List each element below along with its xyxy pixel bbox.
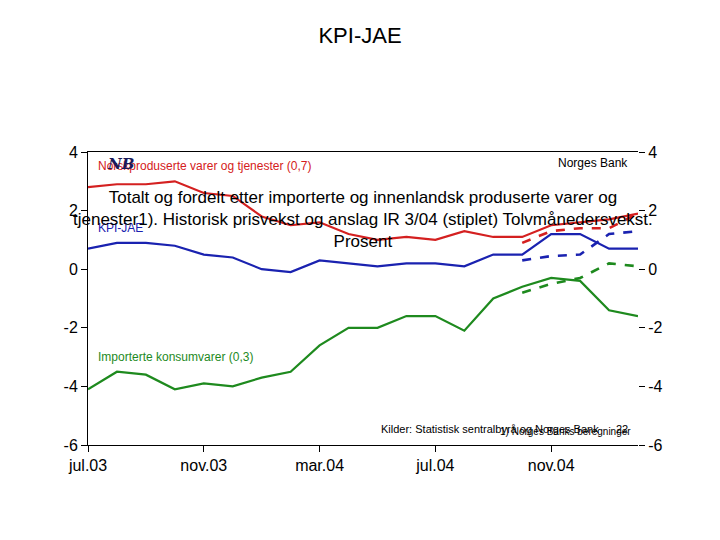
svg-text:-6: -6	[648, 437, 662, 454]
svg-text:jul.03: jul.03	[68, 457, 107, 474]
svg-text:-6: -6	[64, 437, 78, 454]
svg-text:mar.04: mar.04	[295, 457, 344, 474]
svg-text:nov.03: nov.03	[180, 457, 227, 474]
svg-text:KPI-JAE: KPI-JAE	[98, 221, 143, 235]
svg-text:Norges Bank: Norges Bank	[558, 156, 628, 170]
svg-text:Norskproduserte varer og tjene: Norskproduserte varer og tjenester (0,7)	[98, 159, 311, 173]
svg-text:Totalt og fordelt etter import: Totalt og fordelt etter importerte og in…	[73, 188, 653, 251]
svg-text:4: 4	[648, 144, 657, 161]
svg-text:jul.04: jul.04	[415, 457, 454, 474]
svg-text:nov.04: nov.04	[528, 457, 575, 474]
svg-text:-4: -4	[64, 378, 78, 395]
svg-text:-2: -2	[64, 319, 78, 336]
svg-text:Kilder: Statistisk sentralbyrå: Kilder: Statistisk sentralbyrå og Norges…	[381, 423, 599, 435]
svg-text:-2: -2	[648, 319, 662, 336]
svg-text:KPI-JAE: KPI-JAE	[318, 23, 401, 48]
svg-text:0: 0	[69, 261, 78, 278]
svg-text:1) Norges Banks beregninger: 1) Norges Banks beregninger	[500, 426, 631, 437]
svg-text:22: 22	[616, 423, 628, 435]
svg-text:4: 4	[69, 144, 78, 161]
svg-text:NB: NB	[107, 155, 134, 173]
svg-text:2: 2	[648, 202, 657, 219]
svg-text:2: 2	[69, 202, 78, 219]
svg-text:0: 0	[648, 261, 657, 278]
svg-text:Importerte konsumvarer (0,3): Importerte konsumvarer (0,3)	[98, 350, 253, 364]
svg-text:-4: -4	[648, 378, 662, 395]
